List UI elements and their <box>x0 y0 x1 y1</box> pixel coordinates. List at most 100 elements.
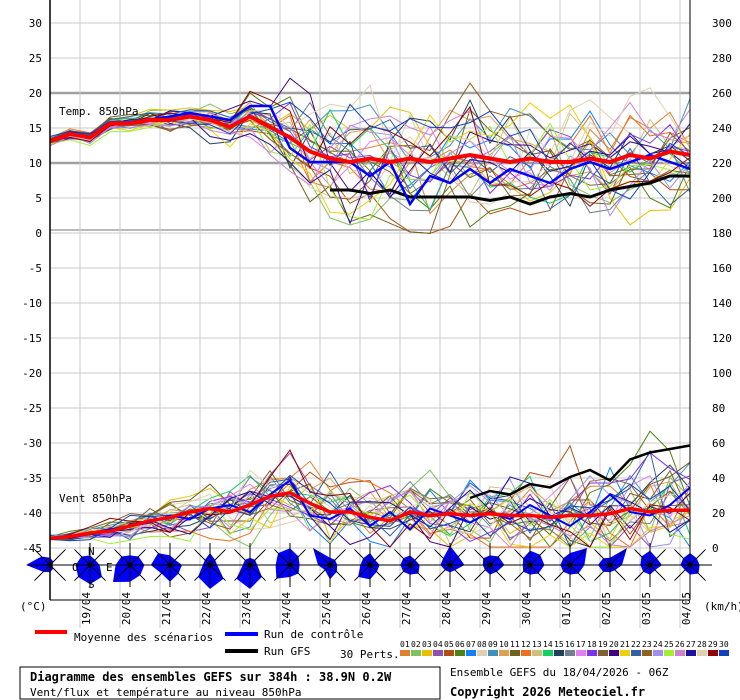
wind-rose-spoke <box>169 549 186 566</box>
wind-rose-spoke <box>409 549 426 566</box>
pert-legend-swatch <box>499 650 509 656</box>
wind-rose-spoke <box>34 564 51 581</box>
wind-pert-line <box>49 490 691 548</box>
temp-series-label: Temp. 850hPa <box>59 105 138 118</box>
wind-rose-spoke <box>274 549 291 566</box>
left-tick-label: 15 <box>29 122 42 135</box>
wind-rose-spoke <box>89 564 106 581</box>
pert-legend-id: 07 <box>466 640 476 649</box>
wind-rose-spoke <box>209 564 226 581</box>
left-tick-label: 30 <box>29 17 42 30</box>
wind-rose-spoke <box>474 564 491 581</box>
wind-rose-spoke <box>449 564 466 581</box>
pert-legend-id: 16 <box>565 640 575 649</box>
pert-legend-id: 04 <box>433 640 443 649</box>
wind-rose-spoke <box>394 549 411 566</box>
left-tick-label: -30 <box>22 437 42 450</box>
wind-rose-center <box>607 562 613 568</box>
wind-rose <box>313 548 338 580</box>
right-tick-label: 260 <box>712 87 732 100</box>
legend: Moyenne des scénarios Run de contrôle Ru… <box>35 628 729 661</box>
wind-rose-spoke <box>89 549 106 566</box>
wind-rose-spoke <box>609 549 626 566</box>
left-tick-label: 25 <box>29 52 42 65</box>
wind-rose-spoke <box>514 549 531 566</box>
pert-legend-swatch <box>631 650 641 656</box>
wind-rose <box>198 553 224 589</box>
wind-rose-spoke <box>49 564 66 581</box>
right-tick-label: 180 <box>712 227 732 240</box>
wind-rose-spoke <box>74 564 91 581</box>
pert-legend-swatch <box>532 650 542 656</box>
chart-subtitle: Vent/flux et température au niveau 850hP… <box>30 686 302 699</box>
copyright: Copyright 2026 Meteociel.fr <box>450 685 645 699</box>
temp-mean-line <box>49 114 691 165</box>
pert-legend-id: 08 <box>477 640 487 649</box>
date-label: 28/04 <box>440 592 453 625</box>
wind-rose-spoke <box>314 549 331 566</box>
chart-title: Diagramme des ensembles GEFS sur 384h : … <box>30 670 392 684</box>
wind-mean-line <box>49 490 690 541</box>
wind-rose-spoke <box>74 549 91 566</box>
wind-rose-spoke <box>114 564 131 581</box>
main-lines <box>49 104 691 541</box>
left-tick-label: -15 <box>22 332 42 345</box>
left-tick-label: 5 <box>35 192 42 205</box>
wind-rose-spoke <box>434 549 451 566</box>
temp-pert-line <box>49 112 691 196</box>
left-tick-label: 20 <box>29 87 42 100</box>
wind-rose-spoke <box>594 564 611 581</box>
right-tick-label: 280 <box>712 52 732 65</box>
wind-rose-spoke <box>234 564 251 581</box>
wind-rose-spoke <box>489 564 506 581</box>
legend-control-label: Run de contrôle <box>264 628 363 641</box>
pert-legend-id: 11 <box>510 640 520 649</box>
wind-rose <box>113 555 145 582</box>
left-tick-label: -10 <box>22 297 42 310</box>
pert-legend-swatch <box>444 650 454 656</box>
wind-rose-spoke <box>329 549 346 566</box>
wind-rose-spoke <box>329 564 346 581</box>
pert-legend-id: 01 <box>400 640 410 649</box>
wind-rose-spoke <box>289 564 306 581</box>
pert-legend-swatch <box>466 650 476 656</box>
wind-rose-spoke <box>249 549 266 566</box>
wind-rose-spoke <box>689 564 706 581</box>
pert-legend-swatch <box>675 650 685 656</box>
left-tick-label: 0 <box>35 227 42 240</box>
legend-mean-label: Moyenne des scénarios <box>74 631 213 644</box>
wind-rose-spoke <box>129 549 146 566</box>
wind-rose-spoke <box>489 549 506 566</box>
pert-legend-swatch <box>565 650 575 656</box>
wind-rose-center <box>407 562 413 568</box>
wind-rose-spoke <box>529 564 546 581</box>
pert-legend-id: 30 <box>719 640 729 649</box>
date-label: 04/05 <box>680 592 693 625</box>
pert-legend-swatch <box>521 650 531 656</box>
wind-rose-spoke <box>34 549 51 566</box>
wind-rose-center <box>247 562 253 568</box>
date-label: 03/05 <box>640 592 653 625</box>
date-labels: 19/04 20/04 21/04 22/04 23/04 24/04 25/04 26/04… <box>80 592 693 625</box>
pert-legend-swatch <box>653 650 663 656</box>
left-tick-label: -35 <box>22 472 42 485</box>
axes <box>49 0 691 601</box>
left-tick-label: -45 <box>22 542 42 555</box>
wind-rose-spoke <box>194 564 211 581</box>
run-info: Ensemble GEFS du 18/04/2026 - 06Z <box>450 666 669 679</box>
wind-rose-spoke <box>354 564 371 581</box>
wind-rose-spoke <box>674 564 691 581</box>
wind-rose-spoke <box>114 549 131 566</box>
perturbation-legend: 01 02 03 04 05 06 07 08 09 10 11 12 13 14 15 16 17 18 19 20… <box>400 640 729 656</box>
pert-legend-swatch <box>455 650 465 656</box>
pert-legend-swatch <box>697 650 707 656</box>
right-unit-label: (km/h) <box>704 600 740 613</box>
wind-rose-spoke <box>649 549 666 566</box>
wind-rose-spoke <box>234 549 251 566</box>
wind-rose-spoke <box>409 564 426 581</box>
wind-rose-spoke <box>314 564 331 581</box>
wind-rose <box>236 557 262 589</box>
pert-legend-id: 12 <box>521 640 531 649</box>
pert-legend-id: 15 <box>554 640 564 649</box>
date-label: 29/04 <box>480 592 493 625</box>
